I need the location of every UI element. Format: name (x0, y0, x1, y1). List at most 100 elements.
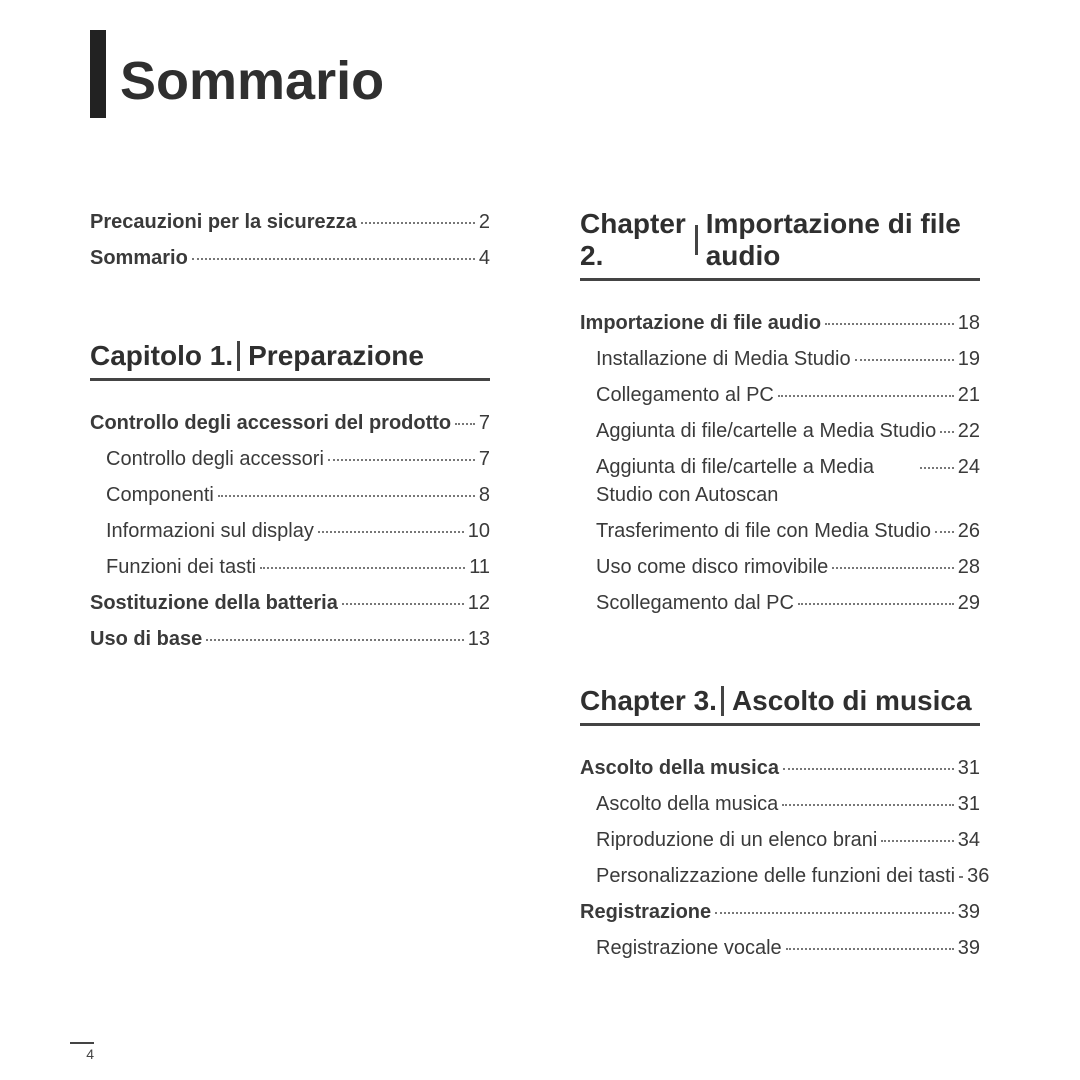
toc-page: 39 (958, 898, 980, 926)
toc-page: 18 (958, 309, 980, 337)
toc-entry: Scollegamento dal PC 29 (580, 589, 980, 617)
vertical-separator-icon (237, 341, 240, 371)
toc-page: 28 (958, 553, 980, 581)
toc-entry: Sommario 4 (90, 244, 490, 272)
toc-page: 4 (479, 244, 490, 272)
toc-entry: Precauzioni per la sicurezza 2 (90, 208, 490, 236)
toc-entry: Sostituzione della batteria 12 (90, 589, 490, 617)
chapter2-heading: Chapter 2. Importazione di file audio (580, 208, 980, 281)
leader-dots (855, 359, 954, 361)
toc-entry: Importazione di file audio 18 (580, 309, 980, 337)
toc-page: 31 (958, 754, 980, 782)
toc-label: Registrazione (580, 898, 711, 926)
chapter1-prefix: Capitolo 1. (90, 340, 233, 372)
toc-page: 7 (479, 445, 490, 473)
toc-page: 7 (479, 409, 490, 437)
right-column: Chapter 2. Importazione di file audio Im… (580, 208, 980, 970)
toc-entry: Informazioni sul display 10 (90, 517, 490, 545)
leader-dots (783, 768, 954, 770)
toc-entry: Installazione di Media Studio19 (580, 345, 980, 373)
toc-page: 24 (958, 453, 980, 481)
toc-label: Trasferimento di file con Media Studio (596, 517, 931, 545)
toc-entry: Registrazione vocale 39 (580, 934, 980, 962)
leader-dots (361, 222, 475, 224)
title-bar-icon (90, 30, 106, 118)
toc-label: Controllo degli accessori del prodotto (90, 409, 451, 437)
toc-entry: Ascolto della musica 31 (580, 790, 980, 818)
chapter2-entries: Importazione di file audio 18 Installazion… (580, 309, 980, 617)
toc-page: 34 (958, 826, 980, 854)
chapter3-prefix: Chapter 3. (580, 685, 717, 717)
page-title-block: Sommario (90, 30, 990, 118)
toc-label: Sommario (90, 244, 188, 272)
toc-page: 12 (468, 589, 490, 617)
chapter1-heading: Capitolo 1. Preparazione (90, 340, 490, 381)
toc-label: Installazione di Media Studio (596, 345, 851, 373)
toc-entry: Controllo degli accessori del prodotto 7 (90, 409, 490, 437)
vertical-separator-icon (721, 686, 724, 716)
leader-dots (782, 804, 953, 806)
toc-label: Registrazione vocale (596, 934, 782, 962)
vertical-separator-icon (695, 225, 697, 255)
chapter2-prefix: Chapter 2. (580, 208, 691, 272)
toc-entry: Collegamento al PC21 (580, 381, 980, 409)
toc-entry: Registrazione 39 (580, 898, 980, 926)
toc-page: 22 (958, 417, 980, 445)
page-number: 4 (70, 1042, 94, 1062)
toc-label: Uso di base (90, 625, 202, 653)
leader-dots (935, 531, 954, 533)
toc-label: Riproduzione di un elenco brani (596, 826, 877, 854)
toc-entry: Componenti8 (90, 481, 490, 509)
chapter3-title: Ascolto di musica (732, 685, 972, 717)
chapter3-entries: Ascolto della musica31Ascolto della musi… (580, 754, 980, 962)
left-column: Precauzioni per la sicurezza 2 Sommario 4 C… (90, 208, 490, 970)
leader-dots (832, 567, 953, 569)
chapter1-entries: Controllo degli accessori del prodotto7C… (90, 409, 490, 653)
leader-dots (959, 876, 963, 878)
leader-dots (778, 395, 954, 397)
toc-label: Aggiunta di file/cartelle a Media Studio (596, 417, 936, 445)
leader-dots (260, 567, 465, 569)
leader-dots (318, 531, 464, 533)
toc-page: 36 (967, 862, 989, 890)
page-title: Sommario (120, 30, 384, 118)
leader-dots (218, 495, 475, 497)
leader-dots (328, 459, 475, 461)
toc-entry: Trasferimento di file con Media Studio26 (580, 517, 980, 545)
toc-page: 11 (469, 553, 490, 581)
leader-dots (786, 948, 954, 950)
toc-label: Funzioni dei tasti (106, 553, 256, 581)
toc-page: 10 (468, 517, 490, 545)
leader-dots (825, 323, 954, 325)
leader-dots (715, 912, 954, 914)
toc-page: 39 (958, 934, 980, 962)
toc-label: Importazione di file audio (580, 309, 821, 337)
leader-dots (798, 603, 954, 605)
toc-label: Ascolto della musica (596, 790, 778, 818)
chapter1-title: Preparazione (248, 340, 424, 372)
toc-page: 29 (958, 589, 980, 617)
toc-page: 2 (479, 208, 490, 236)
toc-label: Uso come disco rimovibile (596, 553, 828, 581)
toc-entry: Uso di base 13 (90, 625, 490, 653)
toc-label: Precauzioni per la sicurezza (90, 208, 357, 236)
leader-dots (192, 258, 475, 260)
toc-page: 13 (468, 625, 490, 653)
toc-entry: Funzioni dei tasti 11 (90, 553, 490, 581)
toc-page: 31 (958, 790, 980, 818)
leader-dots (940, 431, 954, 433)
toc-entry: Riproduzione di un elenco brani 34 (580, 826, 980, 854)
toc-label: Sostituzione della batteria (90, 589, 338, 617)
page-root: Sommario Precauzioni per la sicurezza 2 So… (0, 0, 1080, 1080)
columns: Precauzioni per la sicurezza 2 Sommario 4 C… (90, 208, 990, 970)
toc-label: Informazioni sul display (106, 517, 314, 545)
toc-page: 21 (958, 381, 980, 409)
leader-dots (455, 423, 475, 425)
leader-dots (342, 603, 464, 605)
leader-dots (920, 467, 954, 469)
toc-entry: Uso come disco rimovibile 28 (580, 553, 980, 581)
toc-label: Aggiunta di file/cartelle a Media Studio… (596, 453, 916, 509)
toc-label: Scollegamento dal PC (596, 589, 794, 617)
toc-label: Componenti (106, 481, 214, 509)
toc-entry: Aggiunta di file/cartelle a Media Studio… (580, 453, 980, 509)
